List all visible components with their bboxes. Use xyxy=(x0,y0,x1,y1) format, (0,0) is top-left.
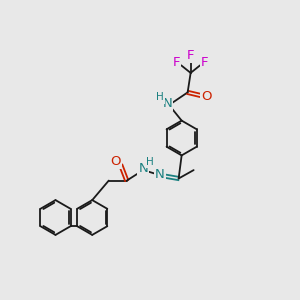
Text: F: F xyxy=(187,49,194,62)
Text: F: F xyxy=(201,56,208,69)
Text: N: N xyxy=(163,97,172,110)
Text: H: H xyxy=(156,92,164,103)
Text: N: N xyxy=(138,162,148,175)
Text: N: N xyxy=(155,168,165,181)
Text: O: O xyxy=(201,90,211,103)
Text: O: O xyxy=(110,155,121,168)
Text: F: F xyxy=(172,56,180,69)
Text: H: H xyxy=(146,157,154,167)
